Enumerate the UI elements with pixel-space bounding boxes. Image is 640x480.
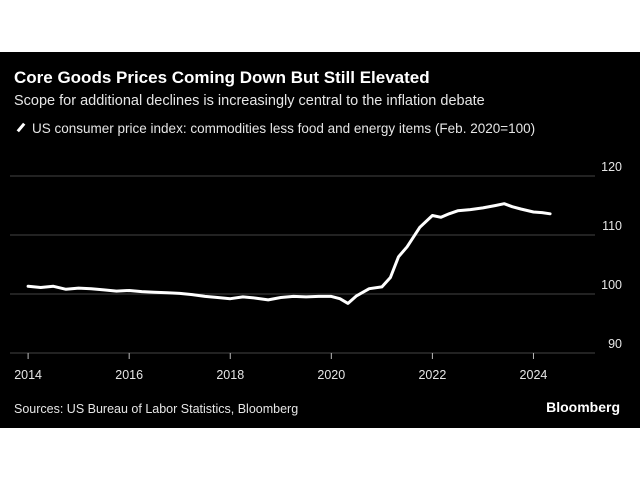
x-tick-label: 2022 [418, 368, 446, 382]
chart-panel: Core Goods Prices Coming Down But Still … [0, 52, 640, 428]
y-tick-label: 90 [608, 337, 622, 351]
y-tick-label: 110 [602, 219, 622, 233]
source-note: Sources: US Bureau of Labor Statistics, … [14, 402, 299, 416]
legend-label: US consumer price index: commodities les… [32, 121, 536, 136]
x-tick-label: 2016 [115, 368, 143, 382]
legend: US consumer price index: commodities les… [14, 121, 535, 136]
x-tick-label: 2020 [317, 368, 345, 382]
y-tick-label: 120 [601, 160, 622, 174]
y-tick-label: 100 [601, 278, 622, 292]
x-tick-label: 2014 [14, 368, 42, 382]
line-chart: 90 100 110 120 2014 2016 2018 2020 2022 2024 [10, 160, 622, 382]
chart-subtitle: Scope for additional declines is increas… [14, 93, 485, 109]
chart-title: Core Goods Prices Coming Down But Still … [14, 68, 430, 87]
series-line [26, 202, 552, 305]
x-tick-label: 2024 [520, 368, 548, 382]
bloomberg-logo: Bloomberg [546, 399, 620, 415]
x-tick-label: 2018 [216, 368, 244, 382]
